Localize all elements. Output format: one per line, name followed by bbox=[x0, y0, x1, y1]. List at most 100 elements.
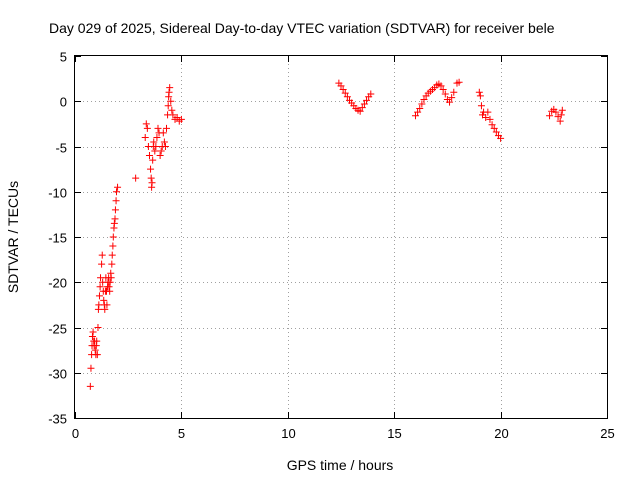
x-tick-label: 15 bbox=[387, 426, 401, 441]
data-point bbox=[441, 90, 449, 98]
data-point bbox=[486, 115, 494, 123]
data-point bbox=[420, 95, 428, 103]
y-tick-label: 0 bbox=[60, 95, 67, 110]
data-point bbox=[552, 108, 560, 116]
gridlines bbox=[75, 56, 607, 418]
data-point bbox=[557, 111, 565, 119]
data-point bbox=[416, 104, 424, 112]
data-point bbox=[98, 260, 106, 268]
y-axis-label: SDTVAR / TECUs bbox=[5, 181, 21, 293]
data-point bbox=[103, 301, 111, 309]
data-point bbox=[93, 337, 101, 345]
y-tick-label: -30 bbox=[48, 367, 67, 382]
data-point bbox=[157, 147, 165, 155]
data-point bbox=[141, 133, 149, 141]
data-point bbox=[93, 351, 101, 359]
data-point bbox=[112, 197, 120, 205]
data-point bbox=[152, 143, 160, 150]
data-point bbox=[163, 124, 171, 132]
data-point bbox=[98, 251, 106, 259]
data-point bbox=[439, 85, 447, 93]
data-point bbox=[147, 174, 155, 182]
data-point bbox=[168, 106, 176, 114]
data-point bbox=[106, 278, 114, 286]
data-point bbox=[358, 104, 366, 112]
data-point bbox=[108, 251, 116, 259]
data-point bbox=[110, 219, 118, 227]
data-point bbox=[86, 382, 94, 390]
data-point bbox=[132, 174, 140, 182]
data-point bbox=[87, 364, 95, 372]
x-tick-label: 0 bbox=[72, 426, 79, 441]
data-point bbox=[475, 88, 483, 96]
data-point bbox=[477, 102, 485, 110]
data-point bbox=[148, 179, 156, 187]
data-point bbox=[476, 92, 484, 100]
data-point bbox=[109, 233, 117, 241]
data-point bbox=[556, 117, 564, 125]
data-point bbox=[105, 283, 113, 291]
data-point bbox=[165, 88, 173, 96]
data-point bbox=[108, 260, 116, 268]
data-point bbox=[107, 274, 115, 282]
data-point bbox=[88, 333, 96, 341]
data-point bbox=[166, 84, 174, 92]
data-point bbox=[100, 296, 108, 304]
y-tick-label: -20 bbox=[48, 276, 67, 291]
data-point bbox=[149, 156, 157, 164]
x-tick-label: 10 bbox=[281, 426, 295, 441]
data-point bbox=[153, 133, 161, 141]
data-point bbox=[546, 112, 554, 120]
data-point bbox=[167, 97, 175, 105]
data-point bbox=[497, 134, 505, 142]
data-point bbox=[450, 88, 458, 96]
x-axis-label: GPS time / hours bbox=[287, 457, 394, 473]
data-point bbox=[106, 287, 114, 295]
data-point bbox=[161, 143, 169, 150]
data-point bbox=[112, 188, 120, 196]
x-tick-label: 20 bbox=[494, 426, 508, 441]
data-point bbox=[418, 100, 426, 108]
y-tick-label: 5 bbox=[60, 50, 67, 65]
data-point bbox=[96, 283, 104, 291]
data-point bbox=[360, 100, 368, 108]
data-point bbox=[455, 78, 463, 86]
data-point bbox=[488, 121, 496, 129]
data-point bbox=[89, 328, 97, 336]
data-point bbox=[94, 324, 102, 331]
x-tick-label: 25 bbox=[600, 426, 614, 441]
data-point bbox=[91, 346, 99, 354]
y-tick-label: -5 bbox=[55, 141, 67, 156]
data-point bbox=[142, 120, 150, 128]
data-point bbox=[147, 165, 155, 173]
data-point bbox=[160, 138, 168, 146]
data-point bbox=[109, 242, 117, 250]
data-point bbox=[114, 183, 122, 191]
data-point bbox=[173, 114, 181, 122]
data-point bbox=[154, 124, 162, 132]
data-point bbox=[156, 152, 164, 160]
y-tick-label: -35 bbox=[48, 412, 67, 427]
data-point bbox=[554, 113, 562, 121]
data-point bbox=[159, 129, 167, 137]
data-point bbox=[363, 96, 371, 104]
data-point bbox=[111, 215, 119, 223]
data-point bbox=[101, 305, 109, 313]
data-point bbox=[169, 111, 177, 119]
data-point bbox=[95, 292, 103, 300]
data-point bbox=[339, 85, 347, 93]
plot-frame bbox=[74, 55, 608, 419]
y-tick-label: -10 bbox=[48, 186, 67, 201]
data-point bbox=[337, 82, 345, 90]
data-point bbox=[177, 115, 185, 123]
data-point bbox=[437, 82, 445, 90]
data-point bbox=[411, 112, 419, 120]
data-point bbox=[484, 108, 492, 116]
data-point bbox=[143, 124, 151, 132]
data-point bbox=[145, 152, 153, 160]
data-point bbox=[446, 98, 454, 106]
chart-title: Day 029 of 2025, Sidereal Day-to-day VTE… bbox=[49, 20, 555, 36]
y-tick-label: -25 bbox=[48, 322, 67, 337]
data-point bbox=[490, 124, 498, 132]
